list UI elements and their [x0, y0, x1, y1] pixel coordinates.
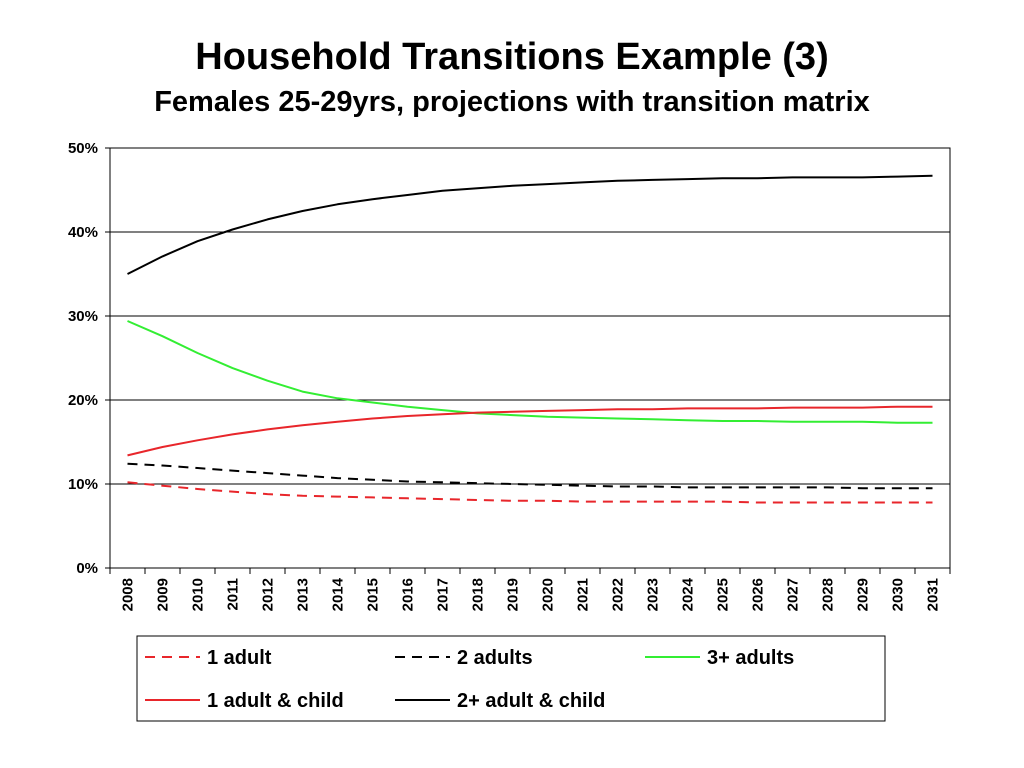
y-tick-label: 0%: [76, 560, 98, 577]
x-tick-label: 2016: [400, 578, 417, 611]
x-tick-label: 2023: [645, 578, 662, 611]
x-tick-label: 2027: [785, 578, 802, 611]
y-tick-label: 20%: [68, 392, 98, 409]
x-tick-label: 2028: [820, 578, 837, 611]
series-line: [127, 405, 933, 457]
x-tick-label: 2011: [225, 578, 242, 611]
x-tick-label: 2022: [610, 578, 627, 611]
x-tick-label: 2008: [120, 578, 137, 611]
x-tick-label: 2024: [680, 577, 697, 611]
y-tick-label: 50%: [68, 140, 98, 157]
x-tick-label: 2021: [575, 578, 592, 611]
x-tick-label: 2020: [540, 578, 557, 611]
chart-subtitle: Females 25-29yrs, projections with trans…: [154, 86, 870, 118]
series-line: [127, 320, 933, 424]
x-tick-label: 2017: [435, 578, 452, 611]
legend-label: 2 adults: [457, 647, 533, 669]
x-tick-label: 2009: [155, 578, 172, 611]
legend-label: 2+ adult & child: [457, 690, 605, 712]
legend-box: [136, 635, 886, 722]
chart-title: Household Transitions Example (3): [195, 36, 829, 78]
x-tick-label: 2014: [330, 577, 347, 611]
x-tick-label: 2015: [365, 578, 382, 611]
plot-area: [109, 147, 951, 569]
x-tick-label: 2013: [295, 578, 312, 611]
legend-label: 1 adult & child: [207, 690, 344, 712]
legend-label: 1 adult: [207, 647, 272, 669]
y-tick-label: 10%: [68, 476, 98, 493]
x-tick-label: 2031: [925, 578, 942, 611]
x-tick-label: 2025: [715, 578, 732, 611]
x-tick-label: 2030: [890, 578, 907, 611]
x-tick-label: 2012: [260, 578, 277, 611]
y-tick-label: 30%: [68, 308, 98, 325]
legend-label: 3+ adults: [707, 647, 794, 669]
x-tick-label: 2018: [470, 578, 487, 611]
x-tick-label: 2026: [750, 578, 767, 611]
y-tick-label: 40%: [68, 224, 98, 241]
series-line: [127, 481, 933, 504]
x-tick-label: 2029: [855, 578, 872, 611]
series-line: [127, 174, 933, 275]
x-tick-label: 2019: [505, 578, 522, 611]
series-line: [127, 462, 933, 490]
x-tick-label: 2010: [190, 578, 207, 611]
